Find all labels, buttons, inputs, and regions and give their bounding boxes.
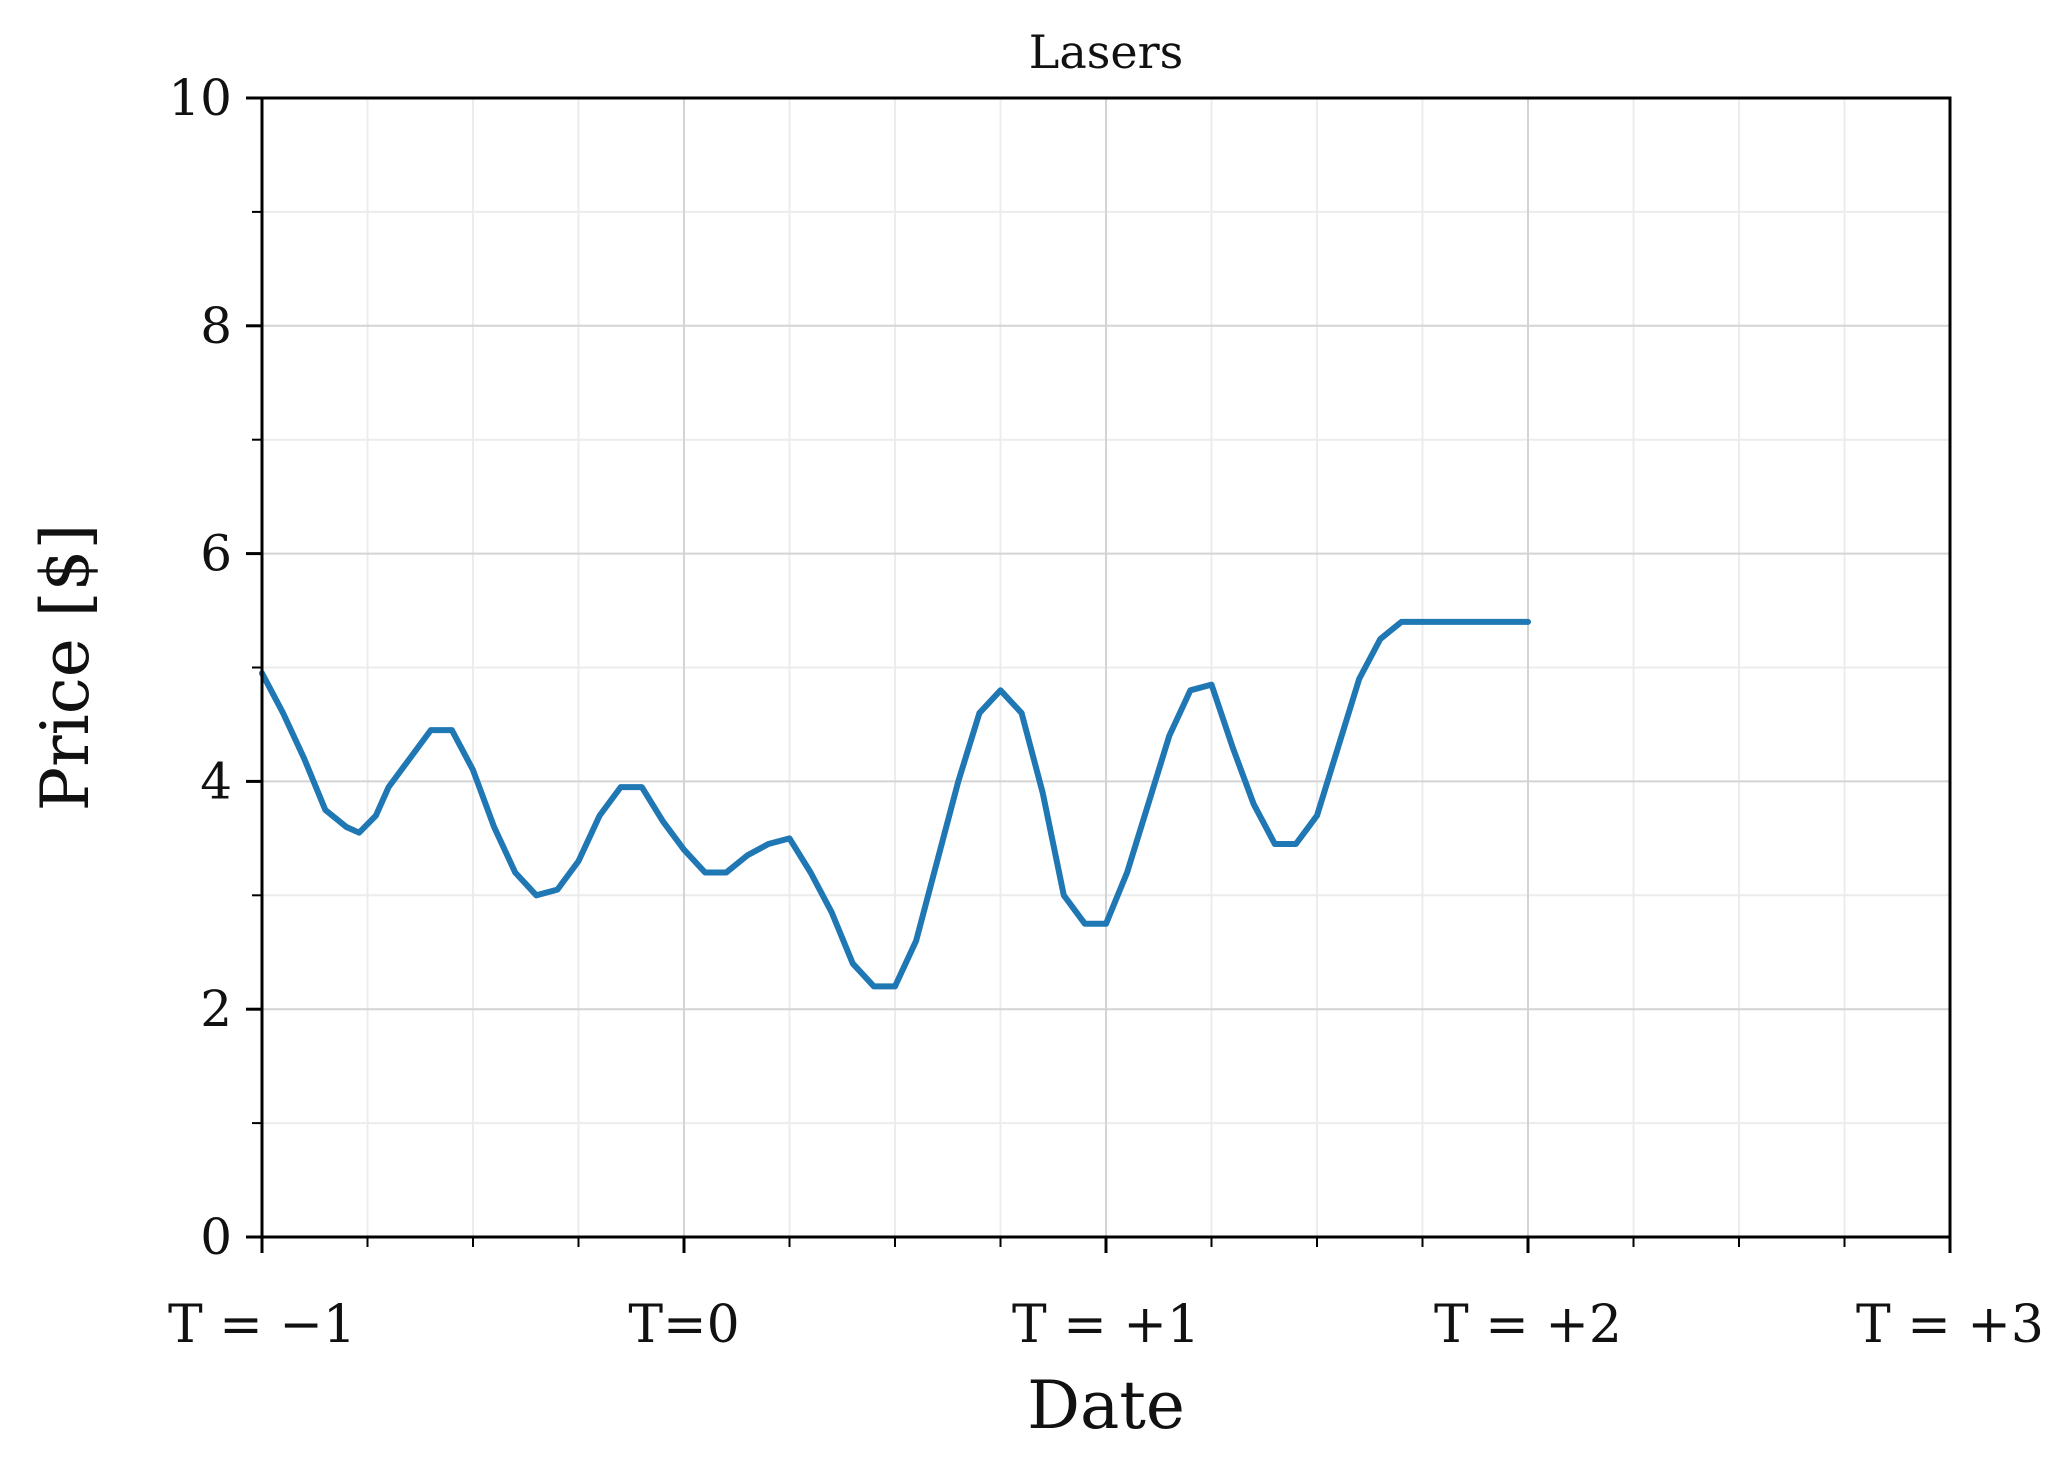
y-tick-label: 0 (200, 1208, 232, 1266)
y-tick-label: 4 (200, 752, 232, 810)
x-tick-labels: T = −1 T=0 T = +1 T = +2 T = +3 (168, 1295, 2044, 1355)
y-tick-label: 2 (200, 980, 232, 1038)
x-tick-label: T = +3 (1856, 1295, 2044, 1355)
y-tick-labels: 0 2 4 6 8 10 (168, 69, 232, 1266)
chart-title: Lasers (1029, 25, 1183, 79)
y-tick-label: 10 (168, 69, 232, 127)
x-tick-label: T=0 (628, 1295, 739, 1355)
x-tick-label: T = +1 (1012, 1295, 1200, 1355)
y-axis-title: Price [$] (27, 524, 104, 812)
axis-ticks (246, 96, 1952, 1253)
x-tick-label: T = +2 (1434, 1295, 1622, 1355)
x-tick-label: T = −1 (168, 1295, 356, 1355)
series-layer (259, 618, 1531, 990)
price-series-line (259, 618, 1531, 990)
y-tick-label: 8 (200, 297, 232, 355)
x-axis-title: Date (1027, 1367, 1185, 1444)
y-tick-label: 6 (200, 525, 232, 583)
